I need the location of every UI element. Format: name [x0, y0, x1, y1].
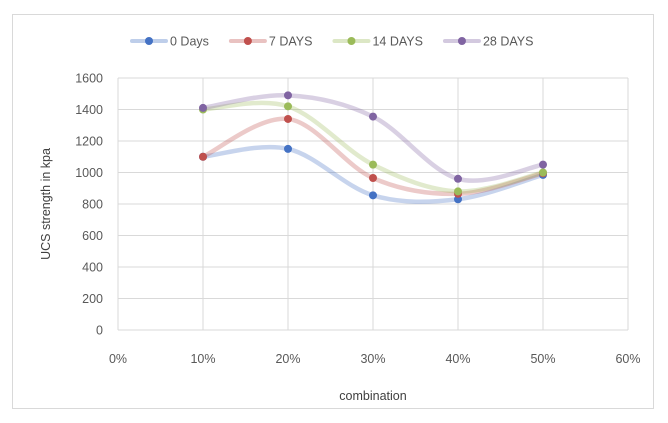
data-point-7-days [369, 174, 377, 183]
legend-swatch-marker [347, 37, 356, 45]
x-tick-label: 50% [530, 352, 555, 366]
x-tick-label: 60% [615, 352, 640, 366]
y-tick-label: 800 [82, 198, 103, 212]
data-point-28-days [369, 112, 377, 121]
data-point-14-days [369, 160, 377, 169]
legend-item-0-days: 0 Days [130, 35, 209, 49]
x-tick-label: 30% [360, 352, 385, 366]
legend-swatch-marker [243, 37, 252, 45]
y-tick-label: 0 [96, 324, 103, 338]
x-axis-ticks: 0% 10% 20% 30% 40% 50% 60% [109, 352, 641, 366]
legend-label: 28 DAYS [483, 35, 534, 49]
legend-label: 14 DAYS [372, 35, 423, 49]
data-point-0-days [369, 191, 377, 200]
data-point-14-days [539, 168, 547, 177]
legend-item-28-days: 28 DAYS [442, 35, 534, 49]
data-point-28-days [454, 174, 462, 183]
data-points [199, 91, 547, 204]
data-point-7-days [199, 152, 207, 161]
legend-item-7-days: 7 DAYS [228, 35, 313, 49]
y-tick-label: 600 [82, 229, 103, 243]
data-point-28-days [199, 103, 207, 112]
y-axis-ticks: 0 200 400 600 800 1000 1200 1400 1600 [75, 72, 103, 338]
chart-frame [12, 14, 654, 409]
data-point-14-days [284, 102, 292, 111]
x-tick-label: 20% [275, 352, 300, 366]
legend-swatch-marker [145, 37, 153, 45]
y-tick-label: 1400 [75, 103, 103, 117]
data-point-0-days [284, 144, 292, 153]
data-point-7-days [284, 114, 292, 123]
x-tick-label: 0% [109, 352, 127, 366]
y-axis-title: UCS strength in kpa [39, 148, 53, 260]
legend-label: 0 Days [170, 35, 209, 49]
legend-item-14-days: 14 DAYS [332, 35, 423, 49]
x-tick-label: 10% [190, 352, 215, 366]
data-point-14-days [454, 187, 462, 196]
y-tick-label: 1000 [75, 166, 103, 180]
legend-swatch-marker [457, 37, 466, 45]
x-tick-label: 40% [445, 352, 470, 366]
legend: 0 Days 7 DAYS 14 DAYS 28 DAYS [130, 35, 534, 49]
y-tick-label: 1200 [75, 135, 103, 149]
y-tick-label: 400 [82, 261, 103, 275]
y-tick-label: 1600 [75, 72, 103, 86]
y-tick-label: 200 [82, 292, 103, 306]
legend-label: 7 DAYS [269, 35, 313, 49]
x-axis-title: combination [339, 389, 406, 403]
data-point-28-days [539, 160, 547, 169]
data-point-28-days [284, 91, 292, 100]
data-point-0-days [454, 195, 462, 204]
